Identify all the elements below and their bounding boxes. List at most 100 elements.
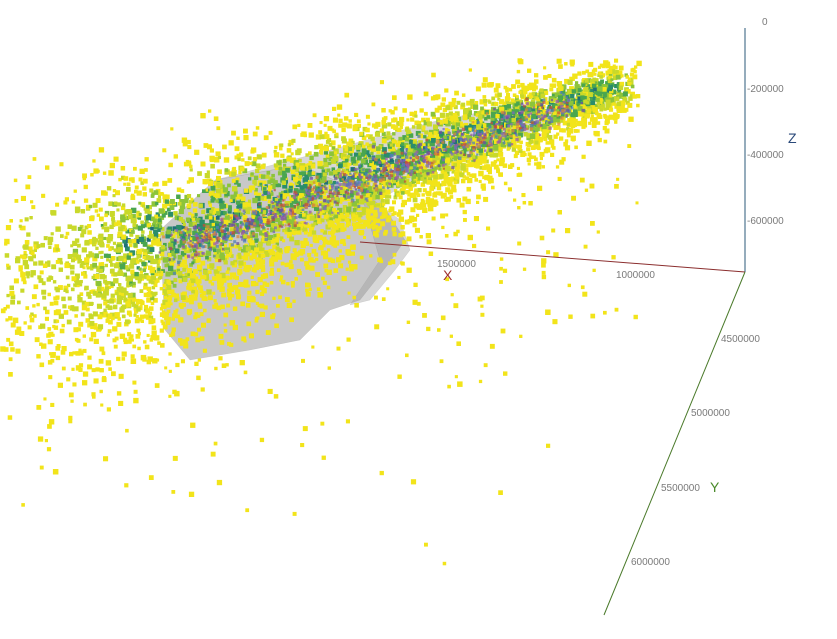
data-point [438, 191, 443, 196]
data-point [416, 213, 420, 217]
data-point [559, 159, 565, 165]
data-point [38, 260, 44, 266]
data-point [398, 183, 403, 188]
data-point [374, 224, 378, 229]
data-point [275, 233, 280, 238]
data-point [421, 200, 426, 204]
data-point [394, 163, 400, 169]
data-point [226, 292, 232, 297]
data-point [58, 285, 63, 290]
data-point [218, 193, 222, 198]
data-point [280, 261, 285, 266]
data-point [465, 163, 469, 168]
data-point [567, 118, 573, 124]
data-point [221, 363, 227, 368]
data-point [114, 222, 119, 227]
data-point [47, 240, 53, 246]
data-point [123, 176, 129, 181]
data-point [6, 337, 11, 342]
data-point [539, 99, 543, 103]
data-point [203, 143, 209, 148]
data-point [398, 142, 403, 147]
data-point [207, 144, 212, 150]
data-point [636, 94, 641, 99]
data-point [101, 351, 106, 356]
data-point [467, 177, 473, 184]
data-point [292, 511, 297, 516]
data-point [474, 101, 479, 105]
data-point [307, 169, 312, 175]
data-point [292, 124, 298, 130]
data-point [214, 257, 220, 263]
data-point [547, 118, 551, 122]
data-point [441, 169, 448, 175]
data-point [288, 264, 294, 270]
data-point [83, 198, 89, 203]
data-point [126, 278, 131, 283]
data-point [511, 84, 516, 89]
data-point [622, 91, 628, 97]
data-point [453, 303, 459, 309]
data-point [42, 263, 48, 268]
data-point [498, 147, 503, 152]
data-point [286, 156, 292, 162]
data-point [155, 254, 159, 259]
data-point [126, 255, 131, 260]
data-point [344, 92, 350, 98]
data-point [193, 332, 199, 337]
data-point [586, 101, 590, 105]
data-point [534, 79, 539, 84]
data-point [290, 197, 294, 202]
data-point [146, 237, 151, 242]
data-point [16, 326, 22, 332]
data-point [129, 243, 133, 248]
data-point [312, 197, 318, 203]
data-point [177, 273, 183, 279]
data-point [614, 84, 619, 89]
data-point [289, 260, 293, 264]
data-point [524, 132, 529, 137]
data-point [419, 162, 425, 167]
data-point [331, 233, 335, 237]
data-point [596, 121, 601, 125]
data-point [73, 327, 79, 333]
data-point [339, 212, 344, 216]
data-point [119, 289, 123, 293]
data-point [620, 104, 625, 109]
data-point [92, 256, 98, 262]
data-point [541, 258, 547, 264]
data-point [408, 168, 412, 172]
data-point [456, 100, 461, 105]
data-point [372, 142, 376, 147]
data-point [219, 286, 225, 292]
data-point [266, 194, 271, 199]
data-point [309, 215, 315, 221]
data-point [498, 490, 503, 495]
data-point [399, 178, 405, 184]
data-point [126, 282, 131, 287]
data-point [418, 133, 423, 139]
data-point [88, 204, 93, 209]
data-point [133, 166, 137, 171]
data-point [164, 315, 169, 321]
data-point [334, 225, 339, 230]
data-point [227, 183, 231, 188]
data-point [302, 227, 307, 233]
data-point [142, 357, 147, 362]
data-point [226, 252, 232, 258]
data-point [201, 296, 207, 301]
data-point [444, 198, 448, 202]
data-point [262, 228, 267, 233]
data-point [634, 65, 638, 69]
data-point [116, 202, 121, 207]
data-point [197, 327, 201, 332]
data-point [68, 392, 74, 398]
data-point [374, 295, 378, 300]
data-point [182, 141, 188, 147]
data-point [567, 93, 572, 98]
data-point [345, 212, 350, 217]
data-point [102, 171, 107, 175]
data-point [139, 259, 143, 263]
data-point [614, 120, 618, 124]
